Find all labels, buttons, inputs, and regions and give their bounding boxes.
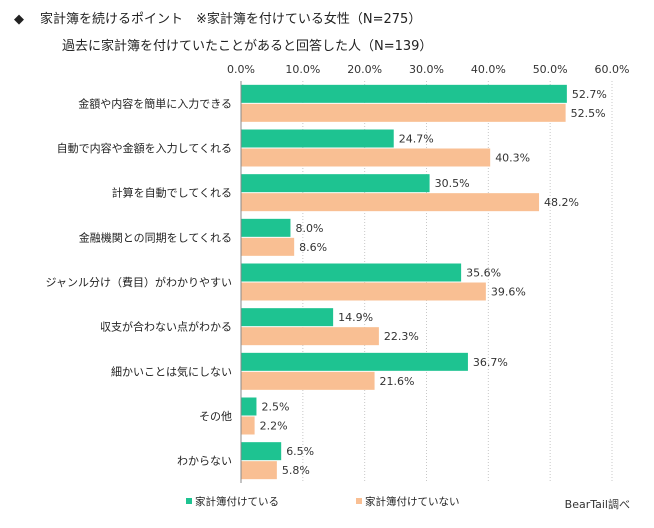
bar-series1 [241, 218, 291, 237]
bar-series1 [241, 352, 468, 371]
legend-label-series2: 家計簿付けていない [365, 495, 460, 508]
data-label: 39.6% [491, 286, 526, 299]
legend-swatch-series2 [356, 498, 362, 504]
bar-series2 [241, 327, 379, 346]
category-label: 細かいことは気にしない [111, 364, 232, 378]
bar-series2 [241, 103, 566, 122]
bar-series2 [241, 237, 295, 256]
category-label: 自動で内容や金額を入力してくれる [57, 141, 232, 155]
x-tick-label: 30.0% [409, 63, 444, 76]
x-tick-label: 40.0% [471, 63, 506, 76]
gridlines [302, 81, 613, 483]
bar-series1 [241, 308, 334, 327]
category-label: 金額や内容を簡単に入力できる [78, 96, 232, 110]
data-label: 8.0% [295, 222, 323, 235]
bar-series2 [241, 193, 540, 212]
x-tick-label: 20.0% [347, 63, 382, 76]
data-label: 14.9% [338, 311, 373, 324]
data-label: 30.5% [435, 177, 470, 190]
data-label: 24.7% [399, 133, 434, 146]
data-label: 48.2% [544, 196, 579, 209]
category-label: 金融機関との同期をしてくれる [79, 230, 232, 244]
data-label: 2.5% [261, 401, 289, 414]
legend-swatch-series1 [186, 498, 192, 504]
bar-series2 [241, 416, 255, 435]
bar-series1 [241, 174, 430, 193]
data-labels: 52.7% 52.5% 24.7% 40.3% 30.5% 48.2% 8.0% 8.6% 35… [260, 88, 607, 477]
x-tick-label: 10.0% [285, 63, 320, 76]
data-label: 8.6% [299, 241, 327, 254]
data-label: 35.6% [466, 267, 501, 280]
title-bullet: ◆ [14, 12, 24, 27]
bar-series1 [241, 397, 257, 416]
data-label: 6.5% [286, 445, 314, 458]
bar-series1 [241, 263, 462, 282]
x-tick-labels: 0.0% 10.0% 20.0% 30.0% 40.0% 50.0% 60.0% [227, 63, 629, 76]
x-tick-label: 50.0% [533, 63, 568, 76]
bar-series1 [241, 442, 282, 461]
bar-series2 [241, 282, 486, 301]
source-note: BearTail調べ [565, 497, 630, 511]
bar-series1 [241, 129, 394, 148]
data-label: 52.5% [571, 107, 606, 120]
bar-series2 [241, 371, 375, 390]
data-label: 21.6% [380, 375, 415, 388]
data-label: 52.7% [572, 88, 607, 101]
data-label: 2.2% [260, 420, 288, 433]
x-tick-label: 60.0% [595, 63, 630, 76]
chart-title-line1: 家計簿を続けるポイント ※家計簿を付けている女性（N=275） [40, 11, 421, 27]
legend-label-series1: 家計簿付けている [195, 495, 279, 508]
data-label: 22.3% [384, 330, 419, 343]
data-label: 36.7% [473, 356, 508, 369]
category-labels: 金額や内容を簡単に入力できる自動で内容や金額を入力してくれる計算を自動でしてくれ… [46, 96, 232, 467]
category-label: ジャンル分け（費目）がわかりやすい [46, 275, 232, 289]
x-tick-label: 0.0% [227, 63, 255, 76]
data-label: 40.3% [495, 152, 530, 165]
bars [241, 84, 567, 480]
category-label: 収支が合わない点がわかる [100, 320, 232, 334]
chart-title-line2: 過去に家計簿を付けていたことがあると回答した人（N=139） [62, 38, 432, 54]
category-label: 計算を自動でしてくれる [112, 186, 232, 200]
category-label: その他 [199, 410, 232, 423]
legend: 家計簿付けている 家計簿付けていない [186, 495, 460, 508]
bar-series2 [241, 148, 491, 167]
data-label: 5.8% [282, 464, 310, 477]
category-label: わからない [177, 455, 232, 468]
bar-series1 [241, 84, 567, 103]
bar-series2 [241, 461, 277, 480]
